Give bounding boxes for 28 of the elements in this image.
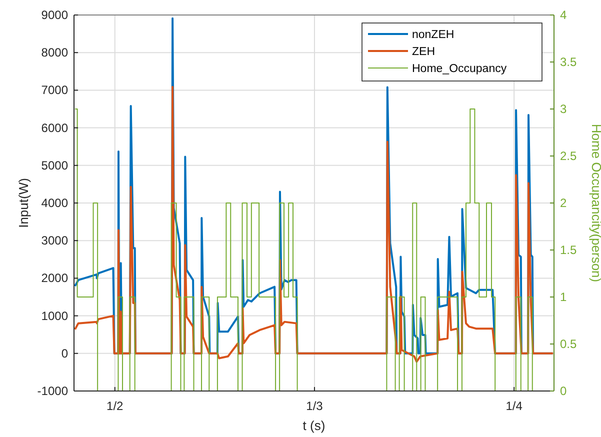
legend-label: nonZEH [412, 29, 454, 41]
y-tick-label: 1000 [41, 308, 68, 323]
y2-tick-label: 2.5 [560, 149, 578, 163]
y-tick-label: 0 [61, 346, 68, 360]
y-tick-label: 6000 [41, 120, 68, 135]
y-tick-label: 9000 [41, 8, 68, 22]
y2-tick-label: 0 [560, 384, 567, 398]
y-tick-label: 7000 [41, 83, 68, 98]
y2-tick-label: 1 [560, 290, 567, 304]
x-tick-label: 1/2 [106, 399, 124, 413]
y2-tick-label: 2 [560, 196, 567, 210]
y-axis-title: Input(W) [16, 178, 31, 228]
y2-tick-label: 4 [560, 8, 567, 22]
x-tick-label: 1/4 [506, 399, 523, 413]
y-tick-label: 5000 [41, 158, 68, 172]
y2-tick-label: 0.5 [560, 337, 578, 351]
y2-tick-label: 3.5 [560, 55, 578, 69]
x-tick-label: 1/3 [306, 399, 324, 413]
y-tick-label: 3000 [41, 234, 68, 248]
y-tick-label: -1000 [37, 384, 68, 398]
y-tick-label: 8000 [41, 46, 68, 60]
legend-label: ZEH [412, 46, 435, 58]
legend-label: Home_Occupancy [412, 63, 507, 75]
y-tick-label: 4000 [41, 196, 68, 210]
y-tick-label: 2000 [41, 271, 68, 286]
y2-tick-label: 3 [560, 102, 567, 116]
y2-tick-label: 1.5 [560, 243, 578, 257]
x-axis-title: t (s) [302, 418, 326, 433]
